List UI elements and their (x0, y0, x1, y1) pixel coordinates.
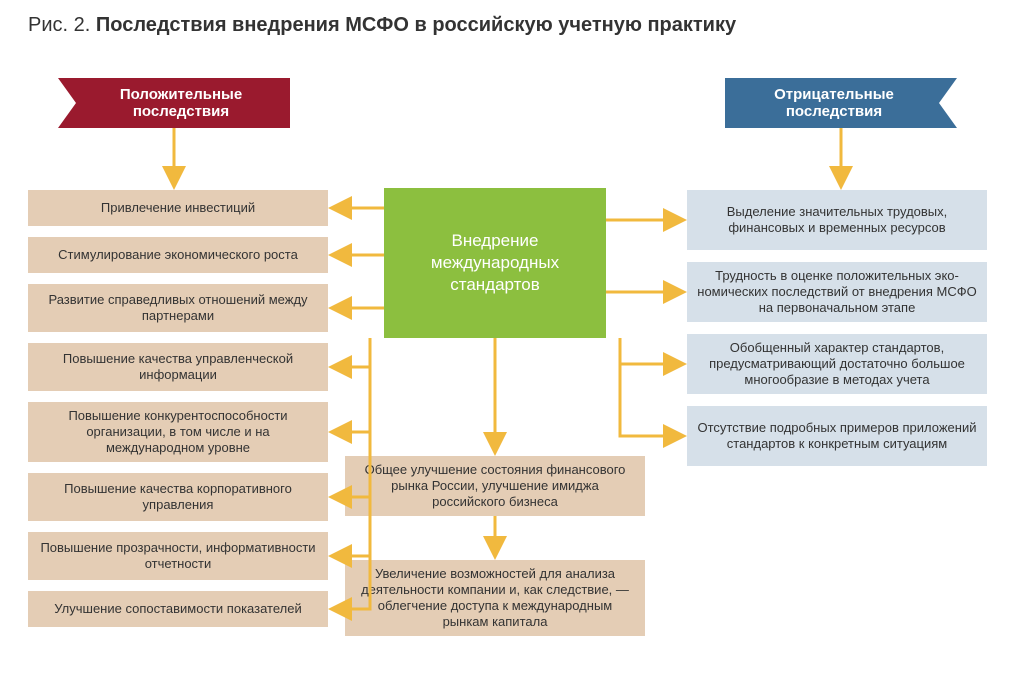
bottom-item: Общее улучшение состояния финансового ры… (345, 456, 645, 516)
title-bold: Последствия внедрения МСФО в российскую … (96, 14, 736, 36)
negative-item: Отсутствие подробных примеров приложений… (687, 406, 987, 466)
negative-item: Выделение значительных трудовых, финансо… (687, 190, 987, 250)
bottom-item: Увеличение возможностей для анализа деят… (345, 560, 645, 636)
negative-item: Трудность в оценке положительных эко­ном… (687, 262, 987, 322)
positive-item: Повышение качества управленческой информ… (28, 343, 328, 391)
positive-item: Развитие справедливых отношений между па… (28, 284, 328, 332)
negative-header: Отрицательные последствия (725, 78, 957, 128)
figure-title: Рис. 2. Последствия внедрения МСФО в рос… (28, 14, 736, 37)
positive-item: Стимулирование экономического роста (28, 237, 328, 273)
title-prefix: Рис. 2. (28, 14, 96, 36)
positive-item: Привлечение инвестиций (28, 190, 328, 226)
center-box: Внедрение международных стандартов (384, 188, 606, 338)
positive-item: Повышение прозрачности, информативности … (28, 532, 328, 580)
positive-item: Улучшение сопоставимости показателей (28, 591, 328, 627)
positive-header: Положительные последствия (58, 78, 290, 128)
positive-item: Повышение качества корпоративного управл… (28, 473, 328, 521)
negative-item: Обобщенный характер стандартов, предусма… (687, 334, 987, 394)
positive-item: Повышение конкурентоспособности организа… (28, 402, 328, 462)
